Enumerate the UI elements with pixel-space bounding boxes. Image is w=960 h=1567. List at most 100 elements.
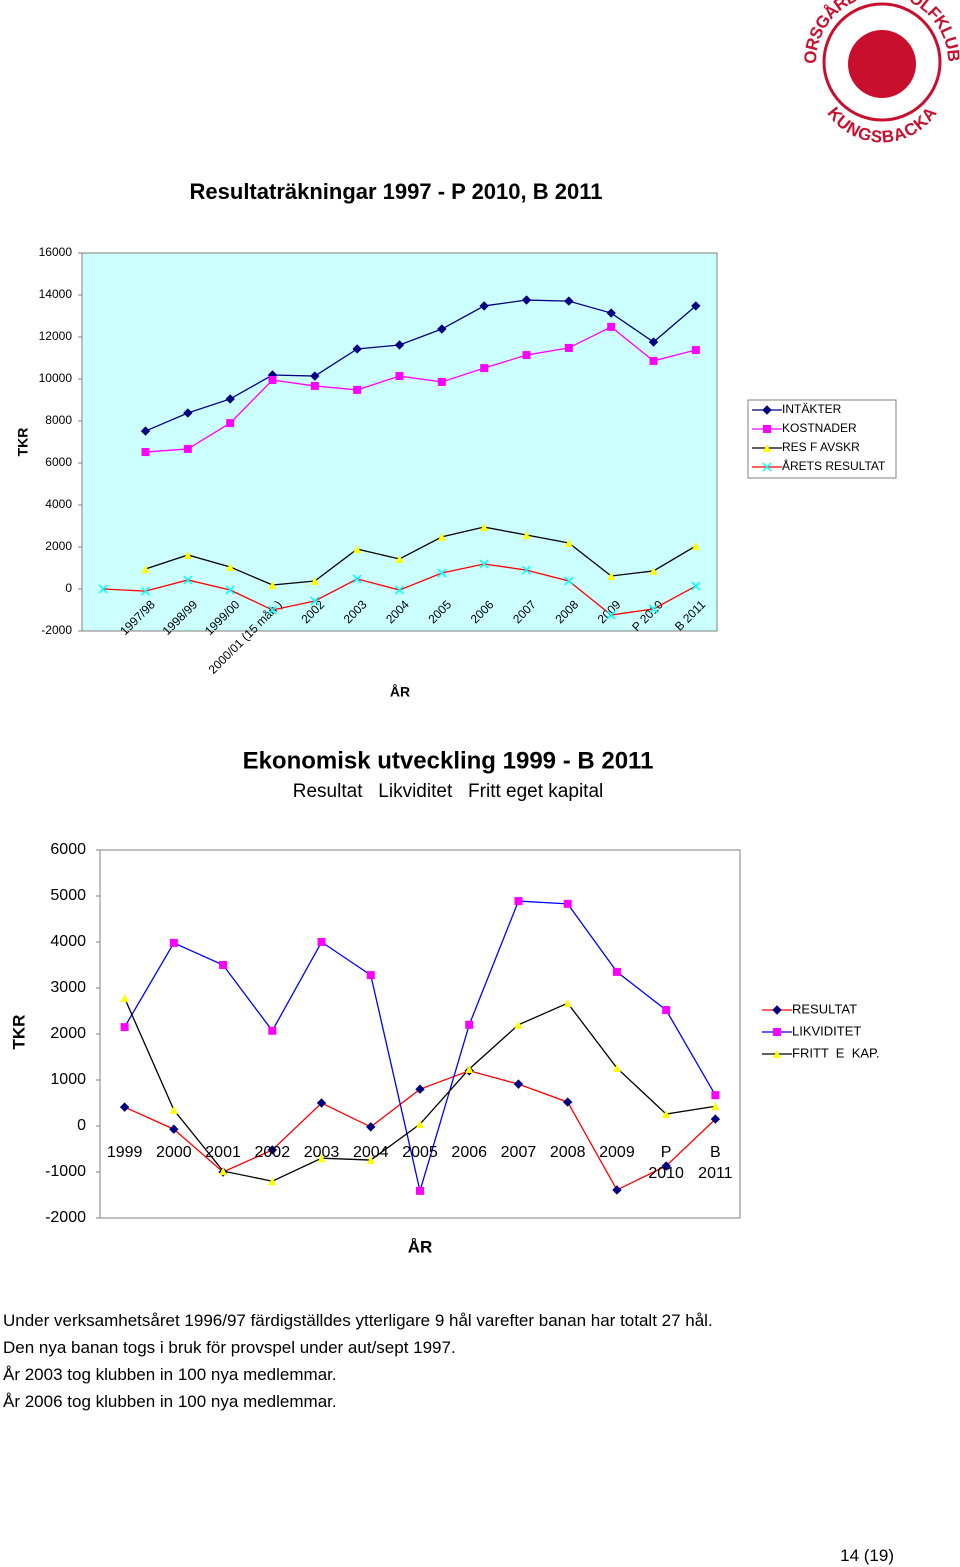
legend-marker [763,444,771,452]
legend-marker [773,1028,781,1036]
y-tick-label: 2000 [50,1025,86,1042]
note: År 2006 tog klubben in 100 nya medlemmar… [3,1392,337,1411]
marker [183,575,193,585]
marker [711,1102,720,1111]
x-tick-label: 2007 [500,1144,537,1161]
marker [607,571,616,580]
marker [366,1122,376,1132]
marker [141,448,150,457]
series-line [145,299,697,432]
marker [691,346,700,355]
marker [395,554,404,563]
marker [662,1006,671,1015]
marker [225,394,235,404]
marker [564,296,574,306]
legend-label: RES F AVSKR [782,440,860,454]
x-tick-label: P 2010 [648,1144,684,1182]
y-tick-label: 4000 [45,497,72,511]
marker [219,961,228,969]
x-tick-label: 2004 [352,1144,389,1161]
legend-marker [773,1050,781,1058]
marker [691,541,700,550]
marker [416,1186,424,1195]
marker [353,385,362,394]
y-tick-label: -2000 [41,623,72,637]
marker [140,426,151,436]
marker [268,581,277,590]
legend-label: RESULTAT [792,1001,857,1016]
logo: FORSGÅRDENS GOLFKLUBB KUNGSBACKA [0,0,960,147]
marker [648,337,659,347]
marker [522,531,531,540]
marker [479,559,489,569]
marker [437,532,446,541]
marker [465,1020,474,1029]
marker [140,586,151,596]
logo-top-text: FORSGÅRDENS GOLFKLUBB [0,0,960,64]
marker [564,576,574,586]
y-tick-label: 0 [65,581,72,595]
marker [183,444,192,453]
y-tick-label: 14000 [39,287,73,301]
marker [691,581,701,591]
marker [310,371,320,381]
x-tick-label: 2000 [156,1144,192,1161]
marker [465,1064,474,1073]
marker [521,295,532,305]
x-tick-label: 2005 [402,1144,438,1161]
marker [352,344,362,354]
marker [521,565,532,575]
y-axis-label: TKR [15,428,31,457]
legend-label: KOSTNADER [782,421,857,435]
y-tick-label: 4000 [50,933,86,950]
legend-marker [762,405,772,415]
x-axis-label: ÅR [408,1237,433,1256]
x-tick-label: 2003 [303,1144,340,1161]
chart-title: Resultaträkningar 1997 - P 2010, B 2011 [190,179,603,204]
y-tick-label: -1000 [45,1163,86,1180]
marker [563,999,572,1008]
x-tick-label: 2001 [205,1144,241,1161]
marker [225,585,235,595]
marker [226,419,235,428]
x-tick-label: 2009 [599,1144,635,1161]
y-tick-label: 2000 [45,539,72,553]
marker [268,1026,277,1035]
marker [317,938,326,946]
marker [514,897,523,906]
y-tick-label: -2000 [45,1209,86,1226]
marker [268,1177,277,1186]
x-tick-label: 1999 [106,1144,143,1161]
marker [183,408,193,418]
x-tick-label: 2002 [254,1144,291,1161]
marker [219,1167,228,1176]
legend-label: ÅRETS RESULTAT [782,458,886,473]
marker [606,308,616,318]
chart-title: Ekonomisk utveckling 1999 - B 2011 [243,747,654,774]
y-tick-label: 6000 [45,455,72,469]
marker [169,1105,178,1114]
marker [562,1097,573,1107]
legend-label: INTÄKTER [782,402,842,416]
marker [563,899,572,908]
page-number: 14 (19) [840,1546,894,1565]
y-tick-label: 1000 [50,1071,86,1088]
y-tick-label: 6000 [50,841,86,858]
marker [267,605,278,615]
marker [607,322,616,331]
marker [564,343,573,352]
y-tick-label: 5000 [50,887,86,904]
marker [366,971,375,980]
chart-subtitle: Resultat Likviditet Fritt eget kapital [293,781,603,802]
legend-marker [772,1005,782,1015]
x-axis-label: ÅR [390,684,410,700]
marker [267,1145,278,1155]
note: Den nya banan togs i bruk för provspel u… [3,1338,456,1357]
y-tick-label: 16000 [39,245,73,259]
marker [662,1110,671,1119]
y-axis-label: TKR [9,1015,28,1050]
note: År 2003 tog klubben in 100 nya medlemmar… [3,1365,337,1384]
marker [310,381,319,390]
